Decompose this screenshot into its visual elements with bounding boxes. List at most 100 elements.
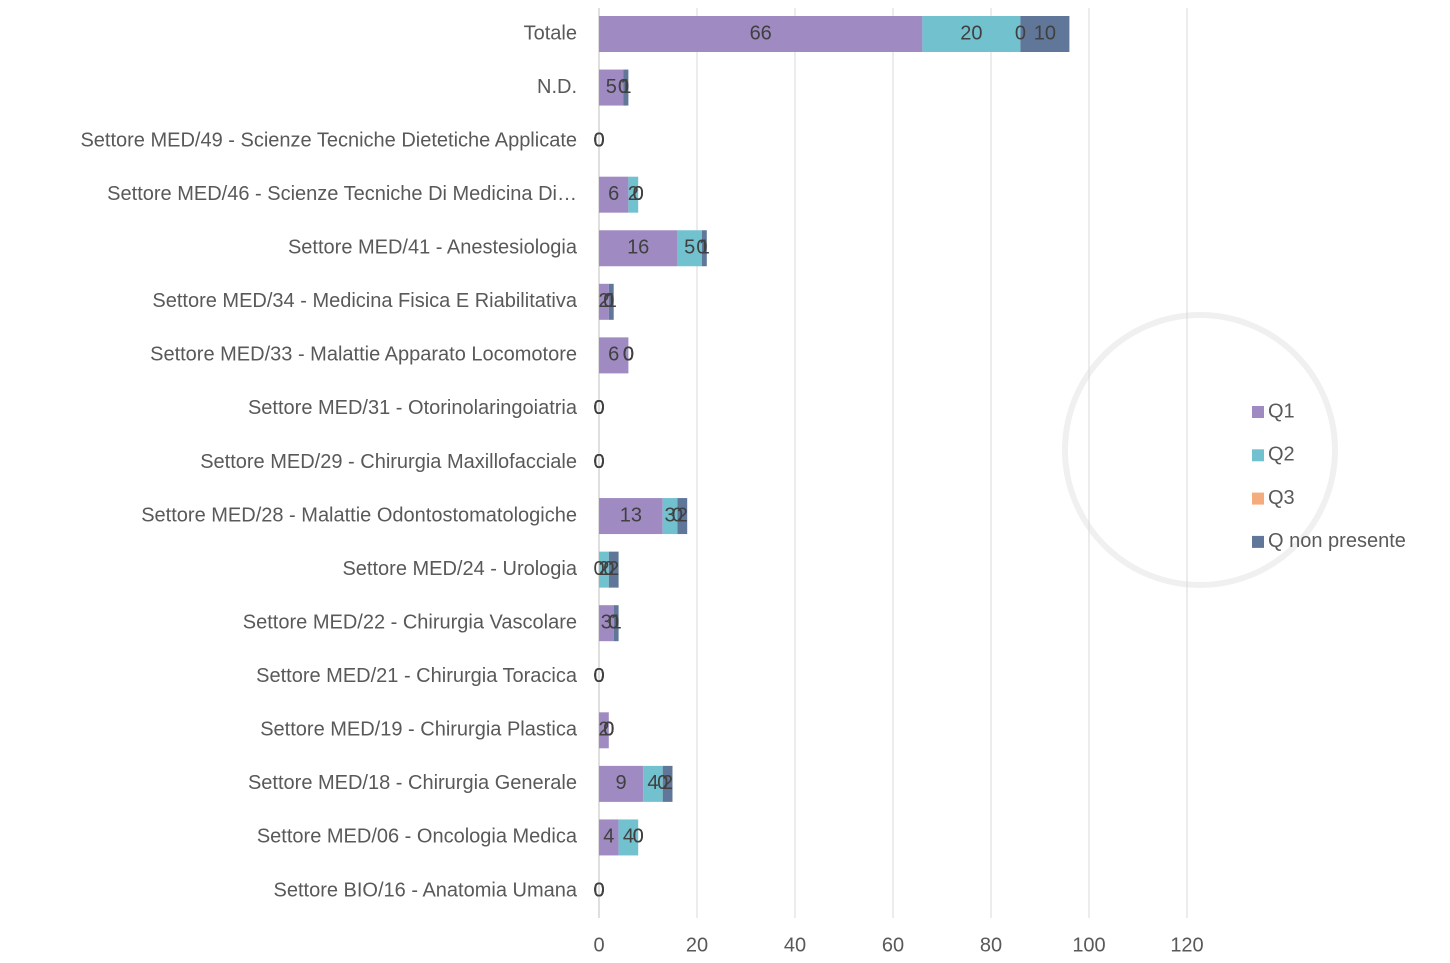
data-label: 0 <box>623 344 634 366</box>
legend-swatch <box>1252 535 1264 548</box>
y-tick-label: N.D. <box>537 76 577 98</box>
data-label: 2 <box>662 772 673 794</box>
y-tick-label: Settore MED/33 - Malattie Apparato Locom… <box>150 344 577 366</box>
data-label: 0 <box>608 611 619 633</box>
data-label: 4 <box>623 826 634 848</box>
legend-swatch <box>1252 406 1264 418</box>
data-label: 4 <box>647 772 658 794</box>
data-label: 0 <box>593 558 604 580</box>
data-label: 0 <box>593 451 604 473</box>
data-label: 0 <box>633 183 644 205</box>
bar-segment <box>618 819 639 856</box>
y-tick-label: Settore MED/24 - Urologia <box>342 558 577 580</box>
data-label: 0 <box>593 397 604 419</box>
data-label: 0 <box>593 665 604 687</box>
y-tick-label: Settore MED/41 - Anestesiologia <box>288 237 578 259</box>
data-label: 0 <box>593 665 604 687</box>
data-label: 0 <box>593 879 604 901</box>
data-label: 0 <box>593 397 604 419</box>
data-label: 0 <box>696 237 707 259</box>
data-label: 0 <box>593 665 604 687</box>
data-label: 0 <box>593 451 604 473</box>
data-label: 0 <box>593 451 604 473</box>
bar-segment <box>677 498 688 535</box>
bar-segment <box>599 551 609 588</box>
data-label: 2 <box>608 558 619 580</box>
data-label: 0 <box>603 290 614 312</box>
data-label: 20 <box>960 22 982 44</box>
data-label: 0 <box>603 558 614 580</box>
data-label: 10 <box>1034 22 1056 44</box>
bar-segment <box>599 337 629 374</box>
data-label: 0 <box>1015 22 1026 44</box>
data-label: 13 <box>620 504 642 526</box>
data-label: 0 <box>593 879 604 901</box>
data-label: 0 <box>608 611 619 633</box>
data-label: 0 <box>593 397 604 419</box>
x-tick-label: 120 <box>1170 934 1203 956</box>
data-label: 9 <box>615 772 626 794</box>
y-tick-label: Settore MED/34 - Medicina Fisica E Riabi… <box>152 290 577 312</box>
data-label: 2 <box>628 183 639 205</box>
bar-segment <box>599 69 624 106</box>
data-label: 0 <box>593 129 604 151</box>
data-label: 0 <box>603 719 614 741</box>
y-tick-label: Settore MED/49 - Scienze Tecniche Dietet… <box>80 129 577 151</box>
data-label: 0 <box>593 879 604 901</box>
data-label: 0 <box>633 826 644 848</box>
bar-segment <box>677 230 702 267</box>
bar-segment <box>701 230 707 267</box>
y-tick-label: Settore MED/31 - Otorinolaringoiatria <box>248 397 578 419</box>
x-tick-label: 40 <box>784 934 806 956</box>
x-tick-label: 0 <box>593 934 604 956</box>
bar-segment <box>599 16 923 52</box>
data-label: 2 <box>598 719 609 741</box>
bar-segment <box>608 551 619 588</box>
data-label: 0 <box>603 719 614 741</box>
y-tick-label: Settore MED/22 - Chirurgia Vascolare <box>243 611 577 633</box>
data-label: 3 <box>601 611 612 633</box>
bar-segment <box>922 16 1021 52</box>
data-label: 1 <box>620 76 631 98</box>
data-label: 0 <box>618 76 629 98</box>
bar-segment <box>1020 16 1070 52</box>
bar-segment <box>643 765 663 802</box>
data-label: 3 <box>664 504 675 526</box>
bar-segment <box>599 712 609 749</box>
y-tick-label: Settore MED/28 - Malattie Odontostomatol… <box>141 504 577 526</box>
legend-label: Q1 <box>1268 400 1295 422</box>
y-tick-label: Settore BIO/16 - Anatomia Umana <box>274 879 578 901</box>
data-label: 0 <box>593 451 604 473</box>
y-tick-label: Totale <box>524 22 577 44</box>
data-label: 6 <box>608 344 619 366</box>
x-tick-label: 100 <box>1072 934 1105 956</box>
bar-segment <box>599 819 619 856</box>
y-tick-label: Settore MED/46 - Scienze Tecniche Di Med… <box>107 183 577 205</box>
y-tick-label: Settore MED/19 - Chirurgia Plastica <box>260 719 578 741</box>
data-label: 0 <box>633 826 644 848</box>
legend-label: Q3 <box>1268 487 1295 509</box>
bar-segment <box>608 283 614 320</box>
bar-segment <box>623 69 629 106</box>
data-label: 0 <box>593 129 604 151</box>
bar-segment <box>599 765 644 802</box>
data-label: 66 <box>750 22 772 44</box>
legend-swatch <box>1252 449 1264 462</box>
data-label: 0 <box>672 504 683 526</box>
data-label: 0 <box>593 397 604 419</box>
legend-label: Q2 <box>1268 444 1295 466</box>
data-label: 0 <box>593 129 604 151</box>
data-label: 2 <box>598 558 609 580</box>
x-tick-label: 60 <box>882 934 904 956</box>
y-tick-label: Settore MED/06 - Oncologia Medica <box>257 826 578 848</box>
bar-segment <box>613 605 619 642</box>
data-label: 0 <box>603 290 614 312</box>
data-label: 1 <box>699 237 710 259</box>
data-label: 6 <box>608 183 619 205</box>
data-label: 0 <box>633 183 644 205</box>
data-label: 16 <box>627 237 649 259</box>
bar-segment <box>628 176 639 213</box>
x-tick-label: 80 <box>980 934 1002 956</box>
y-tick-label: Settore MED/29 - Chirurgia Maxillofaccia… <box>200 451 577 473</box>
